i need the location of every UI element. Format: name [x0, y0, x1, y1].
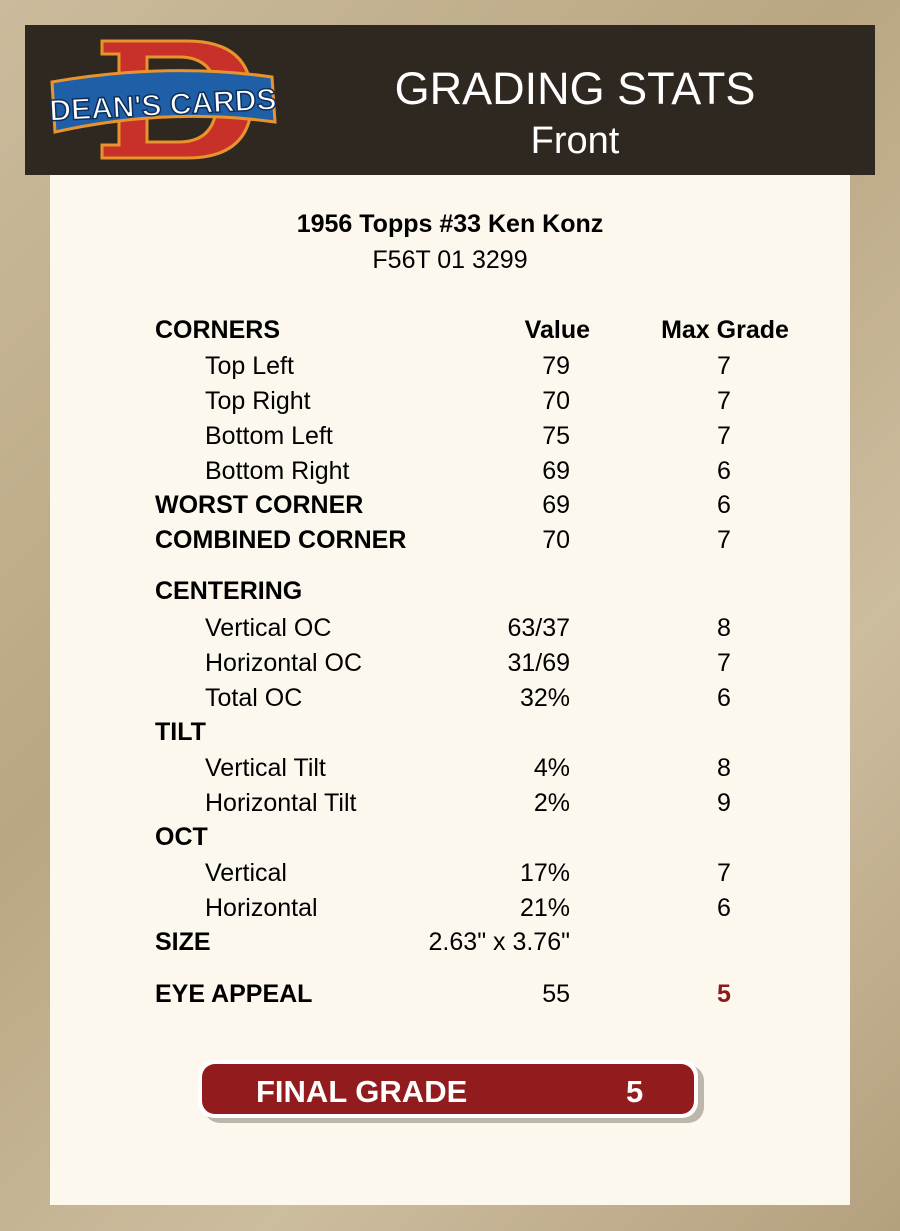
- stat-max-grade: 8: [717, 614, 731, 642]
- stat-row: Horizontal Tilt 2% 9: [0, 789, 900, 819]
- stat-label: OCT: [155, 823, 208, 851]
- stat-row: Horizontal OC 31/69 7: [0, 649, 900, 679]
- card-name: 1956 Topps #33 Ken Konz: [296, 210, 604, 238]
- stat-row: Total OC 32% 6: [0, 684, 900, 714]
- stat-label: CORNERS: [155, 316, 281, 344]
- stat-label: Vertical Tilt: [205, 754, 326, 782]
- stat-max-grade: 9: [717, 789, 731, 817]
- stat-max-grade: 6: [717, 894, 731, 922]
- stat-row: Bottom Left 75 7: [0, 422, 900, 452]
- stat-row: CORNERS: [0, 316, 900, 346]
- stat-label: CENTERING: [155, 577, 303, 605]
- stat-value: 63/37: [507, 614, 570, 642]
- header: DEAN'S CARDS GRADING STATS Front: [25, 25, 875, 175]
- stat-row: COMBINED CORNER 70 7: [0, 526, 900, 556]
- cert-number: F56T 01 3299: [372, 246, 528, 274]
- stat-value: 75: [542, 422, 570, 450]
- value-column-header: Value: [524, 316, 590, 344]
- final-grade-badge: FINAL GRADE 5: [198, 1060, 698, 1118]
- stat-max-grade: 7: [717, 387, 731, 415]
- stat-row: WORST CORNER 69 6: [0, 491, 900, 521]
- stat-row: TILT: [0, 718, 900, 748]
- stat-max-grade: 5: [717, 980, 731, 1008]
- stat-label: Horizontal: [205, 894, 318, 922]
- stat-label: COMBINED CORNER: [155, 526, 407, 554]
- final-grade-value: 5: [626, 1074, 644, 1109]
- stat-label: Top Left: [205, 352, 294, 380]
- stat-label: WORST CORNER: [155, 491, 364, 519]
- stat-label: Horizontal Tilt: [205, 789, 357, 817]
- stat-label: EYE APPEAL: [155, 980, 313, 1008]
- stat-max-grade: 7: [717, 859, 731, 887]
- stat-max-grade: 6: [717, 457, 731, 485]
- stat-max-grade: 7: [717, 352, 731, 380]
- deans-cards-logo: DEAN'S CARDS: [48, 39, 278, 160]
- max-grade-column-header: Max Grade: [661, 316, 789, 344]
- page-subtitle: Front: [530, 120, 620, 162]
- stat-label: Total OC: [205, 684, 303, 712]
- stat-row: Vertical Tilt 4% 8: [0, 754, 900, 784]
- stat-label: Top Right: [205, 387, 311, 415]
- stat-label: Vertical: [205, 859, 287, 887]
- stat-row: Top Left 79 7: [0, 352, 900, 382]
- stat-label: Bottom Left: [205, 422, 333, 450]
- stat-label: SIZE: [155, 928, 211, 956]
- stat-value: 70: [542, 387, 570, 415]
- stat-label: TILT: [155, 718, 206, 746]
- stat-max-grade: 8: [717, 754, 731, 782]
- stat-row: EYE APPEAL 55 5: [0, 980, 900, 1010]
- stat-max-grade: 7: [717, 526, 731, 554]
- stat-row: CENTERING: [0, 577, 900, 607]
- stat-value: 17%: [519, 859, 570, 887]
- stat-label: Vertical OC: [205, 614, 332, 642]
- stat-value: 69: [542, 457, 570, 485]
- stat-value: 31/69: [507, 649, 570, 677]
- stat-row: Top Right 70 7: [0, 387, 900, 417]
- stat-row: Vertical OC 63/37 8: [0, 614, 900, 644]
- stat-value: 70: [542, 526, 570, 554]
- stat-row: Horizontal 21% 6: [0, 894, 900, 924]
- stat-label: Horizontal OC: [205, 649, 362, 677]
- stats-panel: [50, 175, 850, 1205]
- stat-value: 2%: [533, 789, 570, 817]
- stat-row: OCT: [0, 823, 900, 853]
- page-title: GRADING STATS: [394, 63, 756, 114]
- stat-value: 4%: [533, 754, 570, 782]
- stat-value: 32%: [519, 684, 570, 712]
- column-headers: Value Max Grade: [0, 316, 900, 346]
- stat-max-grade: 6: [717, 491, 731, 519]
- stat-row: Bottom Right 69 6: [0, 457, 900, 487]
- stat-max-grade: 7: [717, 422, 731, 450]
- stat-row: SIZE 2.63" x 3.76": [0, 928, 900, 958]
- final-grade-label: FINAL GRADE: [256, 1074, 468, 1109]
- stat-value: 79: [542, 352, 570, 380]
- stat-row: Vertical 17% 7: [0, 859, 900, 889]
- stat-max-grade: 7: [717, 649, 731, 677]
- stat-value: 69: [542, 491, 570, 519]
- stat-label: Bottom Right: [205, 457, 350, 485]
- stat-value: 21%: [519, 894, 570, 922]
- stat-value: 55: [542, 980, 570, 1008]
- stat-max-grade: 6: [717, 684, 731, 712]
- stat-value: 2.63" x 3.76": [428, 928, 570, 956]
